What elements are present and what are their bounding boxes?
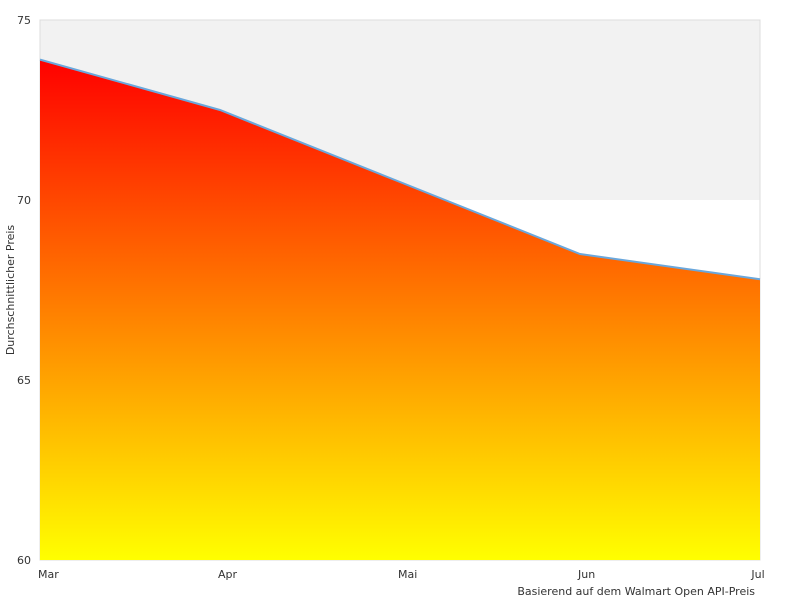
y-axis-ticks: 60 65 70 75 bbox=[17, 14, 31, 567]
y-tick-label: 75 bbox=[17, 14, 31, 27]
chart-caption: Basierend auf dem Walmart Open API-Preis bbox=[517, 585, 755, 598]
x-axis-ticks: Mar Apr Mai Jun Jul bbox=[38, 568, 765, 581]
y-tick-label: 65 bbox=[17, 374, 31, 387]
x-tick-label: Apr bbox=[218, 568, 238, 581]
y-tick-label: 60 bbox=[17, 554, 31, 567]
x-tick-label: Jun bbox=[577, 568, 595, 581]
area-fill bbox=[40, 59, 760, 560]
x-tick-label: Mar bbox=[38, 568, 59, 581]
y-tick-label: 70 bbox=[17, 194, 31, 207]
y-axis-label: Durchschnittlicher Preis bbox=[4, 225, 17, 356]
series-line bbox=[39, 58, 761, 281]
x-tick-label: Mai bbox=[398, 568, 417, 581]
x-tick-label: Jul bbox=[750, 568, 764, 581]
